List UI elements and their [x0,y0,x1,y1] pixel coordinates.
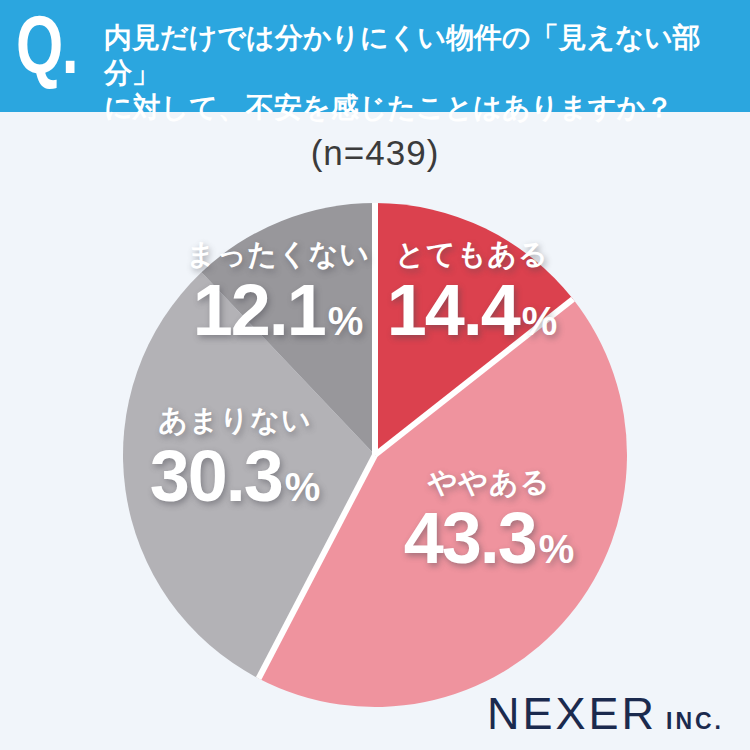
slice-value: 14.4% [387,274,558,346]
question-header: Q. 内見だけでは分かりにくい物件の「見えない部分」 に対して、不安を感じたこと… [0,0,750,112]
slice-value: 30.3% [150,440,321,512]
slice-value: 43.3% [404,502,575,574]
question-line-2: に対して、不安を感じたことはありますか？ [104,90,750,125]
nexer-logo: NEXER INC. [487,688,724,740]
slice-category: ややある [404,466,575,498]
slice-label-yaya-aru: ややある 43.3% [404,466,575,574]
brand-suffix: INC. [666,708,724,735]
question-line-1: 内見だけでは分かりにくい物件の「見えない部分」 [104,20,750,90]
slice-value: 12.1% [186,274,370,346]
brand-name: NEXER [487,688,657,740]
slice-category: あまりない [150,404,321,436]
q-mark: Q. [16,4,77,86]
slice-label-amari-nai: あまりない 30.3% [150,404,321,512]
slice-label-mattaku-nai: まったくない 12.1% [186,238,370,346]
slice-category: まったくない [186,238,370,270]
slice-category: とてもある [387,238,558,270]
slice-label-totemo-aru: とてもある 14.4% [387,238,558,346]
sample-size-label: (n=439) [0,133,750,173]
question-text: 内見だけでは分かりにくい物件の「見えない部分」 に対して、不安を感じたことはあり… [104,20,750,125]
